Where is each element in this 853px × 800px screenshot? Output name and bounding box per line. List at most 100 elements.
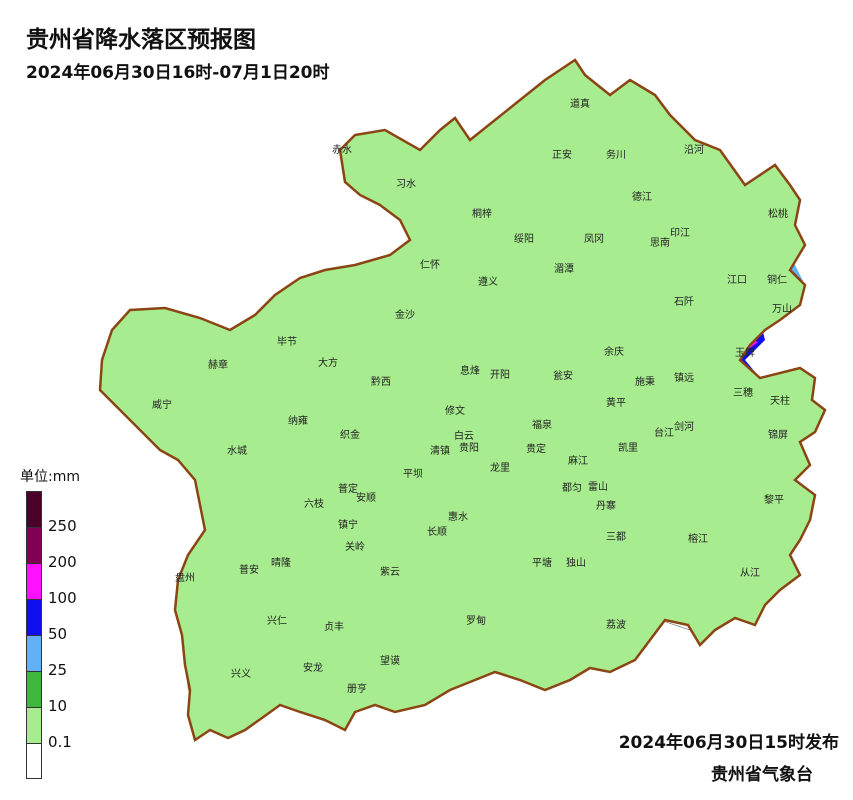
legend-title: 单位:mm bbox=[20, 469, 80, 485]
city-label: 思南 bbox=[650, 236, 670, 249]
city-label: 台江 bbox=[654, 426, 674, 439]
city-label: 大方 bbox=[318, 356, 338, 369]
city-label: 三都 bbox=[606, 531, 626, 543]
city-label: 剑河 bbox=[674, 420, 694, 433]
legend-label: 100 bbox=[48, 589, 77, 607]
city-label: 水城 bbox=[227, 445, 247, 457]
city-label: 金沙 bbox=[395, 308, 415, 321]
city-label: 丹寨 bbox=[596, 499, 616, 512]
city-label: 江口 bbox=[727, 274, 747, 286]
city-label: 纳雍 bbox=[288, 414, 308, 427]
city-label: 惠水 bbox=[448, 510, 468, 523]
city-label: 安顺 bbox=[356, 491, 376, 504]
city-label: 都匀 bbox=[562, 482, 582, 494]
city-label: 万山 bbox=[772, 303, 792, 315]
city-label: 麻江 bbox=[568, 454, 588, 467]
city-label: 沿河 bbox=[684, 144, 704, 156]
legend-swatch bbox=[26, 563, 42, 599]
city-label: 织金 bbox=[340, 428, 360, 441]
city-label: 湄潭 bbox=[554, 263, 574, 275]
city-label: 安龙 bbox=[303, 661, 323, 674]
city-label: 铜仁 bbox=[767, 274, 787, 286]
legend-swatch bbox=[26, 491, 42, 527]
city-label: 黄平 bbox=[606, 396, 626, 409]
city-label: 镇宁 bbox=[338, 518, 358, 531]
legend-label: 25 bbox=[48, 661, 68, 679]
city-label: 务川 bbox=[606, 148, 626, 161]
legend-swatch bbox=[26, 599, 42, 635]
city-label: 毕节 bbox=[277, 335, 297, 348]
city-label: 荔波 bbox=[606, 618, 626, 631]
city-label: 桐梓 bbox=[472, 207, 492, 220]
map-title: 贵州省降水落区预报图 bbox=[26, 27, 256, 53]
legend-label: 0.1 bbox=[48, 733, 72, 751]
city-label: 习水 bbox=[396, 178, 416, 190]
city-label: 长顺 bbox=[427, 526, 447, 538]
city-label: 晴隆 bbox=[271, 556, 291, 569]
city-label: 榕江 bbox=[688, 532, 708, 545]
city-label: 松桃 bbox=[768, 207, 788, 220]
city-label: 兴仁 bbox=[267, 615, 287, 627]
city-label: 贵定 bbox=[526, 442, 546, 455]
legend-swatch bbox=[26, 743, 42, 779]
city-label: 凯里 bbox=[618, 441, 638, 454]
city-label: 平塘 bbox=[532, 556, 552, 569]
city-label: 息烽 bbox=[460, 364, 480, 377]
city-label: 平坝 bbox=[403, 468, 423, 480]
city-label: 贵阳 bbox=[459, 441, 479, 454]
city-label: 余庆 bbox=[604, 345, 624, 358]
city-label: 册亨 bbox=[347, 682, 367, 695]
legend-swatch bbox=[26, 635, 42, 671]
legend-swatch bbox=[26, 671, 42, 707]
city-label: 遵义 bbox=[478, 275, 498, 288]
map-subtitle: 2024年06月30日16时-07月1日20时 bbox=[26, 63, 330, 83]
city-label: 德江 bbox=[632, 190, 652, 203]
city-label: 瓮安 bbox=[553, 369, 573, 382]
city-label: 玉屏 bbox=[735, 347, 755, 359]
city-label: 清镇 bbox=[430, 444, 450, 457]
city-label: 修文 bbox=[445, 404, 465, 417]
city-label: 施秉 bbox=[635, 375, 655, 388]
city-label: 三穗 bbox=[733, 386, 753, 399]
city-label: 白云 bbox=[454, 429, 474, 442]
legend-swatch bbox=[26, 707, 42, 743]
city-label: 关岭 bbox=[345, 540, 365, 553]
city-label: 黔西 bbox=[371, 375, 391, 388]
issue-time: 2024年06月30日15时发布 bbox=[618, 733, 839, 753]
city-label: 道真 bbox=[570, 97, 590, 110]
city-label: 镇远 bbox=[674, 371, 694, 384]
city-label: 从江 bbox=[740, 567, 760, 579]
issuing-agency: 贵州省气象台 bbox=[711, 765, 813, 785]
legend-label: 50 bbox=[48, 625, 68, 643]
city-label: 罗甸 bbox=[466, 614, 486, 627]
city-label: 绥阳 bbox=[514, 233, 534, 245]
city-label: 赫章 bbox=[208, 358, 228, 371]
city-label: 普安 bbox=[239, 563, 259, 576]
city-label: 正安 bbox=[552, 148, 572, 161]
city-label: 锦屏 bbox=[768, 428, 788, 441]
legend-label: 250 bbox=[48, 517, 77, 535]
legend-label: 10 bbox=[48, 697, 68, 715]
city-label: 贞丰 bbox=[324, 620, 344, 633]
city-label: 兴义 bbox=[231, 668, 251, 680]
city-label: 仁怀 bbox=[420, 259, 440, 271]
city-label: 龙里 bbox=[490, 461, 510, 474]
city-label: 雷山 bbox=[588, 481, 608, 493]
city-label: 普定 bbox=[338, 482, 358, 495]
city-label: 印江 bbox=[670, 227, 690, 239]
city-label: 凤冈 bbox=[584, 233, 604, 245]
city-label: 盘州 bbox=[175, 571, 195, 584]
city-label: 六枝 bbox=[304, 497, 324, 510]
city-label: 石阡 bbox=[674, 296, 694, 308]
legend-swatches bbox=[26, 491, 42, 779]
city-label: 福泉 bbox=[532, 418, 552, 431]
city-label: 独山 bbox=[566, 556, 586, 569]
city-label: 黎平 bbox=[764, 493, 784, 506]
legend-swatch bbox=[26, 527, 42, 563]
city-label: 天柱 bbox=[770, 394, 790, 407]
city-label: 紫云 bbox=[380, 566, 400, 578]
city-label: 望谟 bbox=[380, 654, 400, 667]
city-label: 威宁 bbox=[152, 398, 172, 411]
